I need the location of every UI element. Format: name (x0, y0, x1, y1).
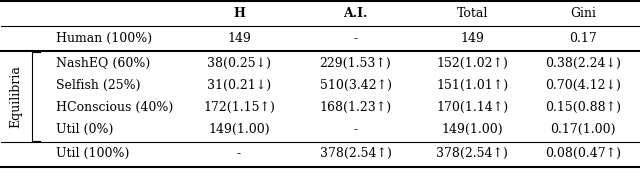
Text: 229(1.53↑): 229(1.53↑) (320, 57, 392, 70)
Text: Equilibria: Equilibria (9, 65, 22, 128)
Text: 0.08(0.47↑): 0.08(0.47↑) (545, 147, 621, 160)
Text: 31(0.21↓): 31(0.21↓) (207, 79, 271, 92)
Text: 0.17: 0.17 (569, 32, 597, 45)
Text: 378(2.54↑): 378(2.54↑) (319, 147, 392, 160)
Text: -: - (353, 123, 358, 136)
Text: 149(1.00): 149(1.00) (208, 123, 269, 136)
Text: 170(1.14↑): 170(1.14↑) (436, 101, 508, 114)
Text: 0.15(0.88↑): 0.15(0.88↑) (545, 101, 621, 114)
Text: 152(1.02↑): 152(1.02↑) (436, 57, 508, 70)
Text: -: - (237, 147, 241, 160)
Text: 149(1.00): 149(1.00) (442, 123, 503, 136)
Text: 0.17(1.00): 0.17(1.00) (550, 123, 616, 136)
Text: NashEQ (60%): NashEQ (60%) (56, 57, 150, 70)
Text: 510(3.42↑): 510(3.42↑) (319, 79, 392, 92)
Text: Util (100%): Util (100%) (56, 147, 129, 160)
Text: Selfish (25%): Selfish (25%) (56, 79, 140, 92)
Text: Human (100%): Human (100%) (56, 32, 152, 45)
Text: 149: 149 (227, 32, 251, 45)
Text: 172(1.15↑): 172(1.15↑) (203, 101, 275, 114)
Text: 149: 149 (460, 32, 484, 45)
Text: 151(1.01↑): 151(1.01↑) (436, 79, 508, 92)
Text: Gini: Gini (570, 7, 596, 20)
Text: H: H (233, 7, 245, 20)
Text: 0.70(4.12↓): 0.70(4.12↓) (545, 79, 621, 92)
Text: 378(2.54↑): 378(2.54↑) (436, 147, 508, 160)
Text: Total: Total (456, 7, 488, 20)
Text: 168(1.23↑): 168(1.23↑) (319, 101, 392, 114)
Text: Util (0%): Util (0%) (56, 123, 113, 136)
Text: 38(0.25↓): 38(0.25↓) (207, 57, 271, 70)
Text: -: - (353, 32, 358, 45)
Text: A.I.: A.I. (344, 7, 368, 20)
Text: 0.38(2.24↓): 0.38(2.24↓) (545, 57, 621, 70)
Text: HConscious (40%): HConscious (40%) (56, 101, 173, 114)
